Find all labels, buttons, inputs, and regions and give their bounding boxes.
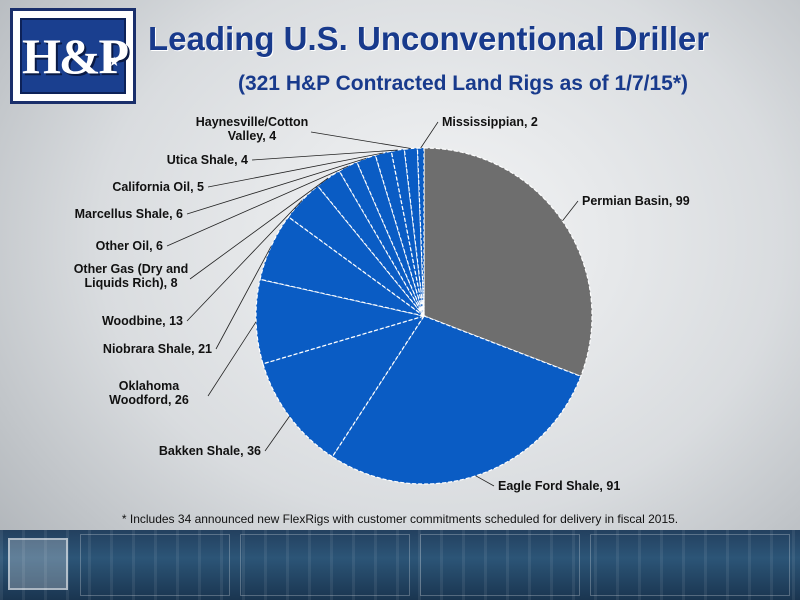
slice-label: Other Oil, 6 [96,239,163,253]
star-icon: ★ [26,54,38,69]
pie-slice [423,147,593,378]
pie-slice [416,147,425,317]
slice-label: Haynesville/Cotton Valley, 4 [196,115,309,143]
logo-text: H&P [22,28,129,84]
banner-photo [590,534,790,596]
leader-line [251,149,398,161]
slice-label: Utica Shale, 4 [167,153,248,167]
banner-photo [80,534,230,596]
banner-photo [420,534,580,596]
pie-slice [262,314,426,458]
leader-line [189,177,329,280]
slice-label: Bakken Shale, 36 [159,444,261,458]
slice-label: Permian Basin, 99 [582,194,690,208]
logo-badge: ★ H&P ★ [20,18,129,94]
slice-label: Marcellus Shale, 6 [75,207,183,221]
leader-line [475,475,495,487]
slice-label: California Oil, 5 [112,180,204,194]
footnote: * Includes 34 announced new FlexRigs wit… [121,512,679,526]
slice-label: Niobrara Shale, 21 [103,342,212,356]
slice-label: Mississippian, 2 [442,115,538,129]
banner-photo [240,534,410,596]
company-logo: ★ H&P ★ [10,8,136,104]
slice-label: Other Gas (Dry and Liquids Rich), 8 [74,262,189,290]
leader-line [166,165,349,247]
photo-banner [0,530,800,600]
leader-line [562,200,579,222]
banner-logo [8,538,68,590]
pie-slice [259,216,425,317]
leader-line [420,121,439,149]
leader-line [215,246,272,350]
pie-slice [390,148,425,317]
pie-slice [331,315,582,485]
page-title: Leading U.S. Unconventional Driller [148,20,710,57]
page-subtitle: (321 H&P Contracted Land Rigs as of 1/7/… [237,72,689,95]
leader-line [186,157,367,215]
slice-label: Woodbine, 13 [102,314,183,328]
slice-label: Oklahoma Woodford, 26 [109,379,189,407]
leader-line [186,200,303,322]
leader-line [207,321,257,397]
star-icon: ★ [108,54,120,69]
leader-line [207,152,384,188]
slice-label: Eagle Ford Shale, 91 [498,479,620,493]
pie-slice [374,150,425,317]
leader-line [310,131,411,149]
leader-line [264,416,290,452]
